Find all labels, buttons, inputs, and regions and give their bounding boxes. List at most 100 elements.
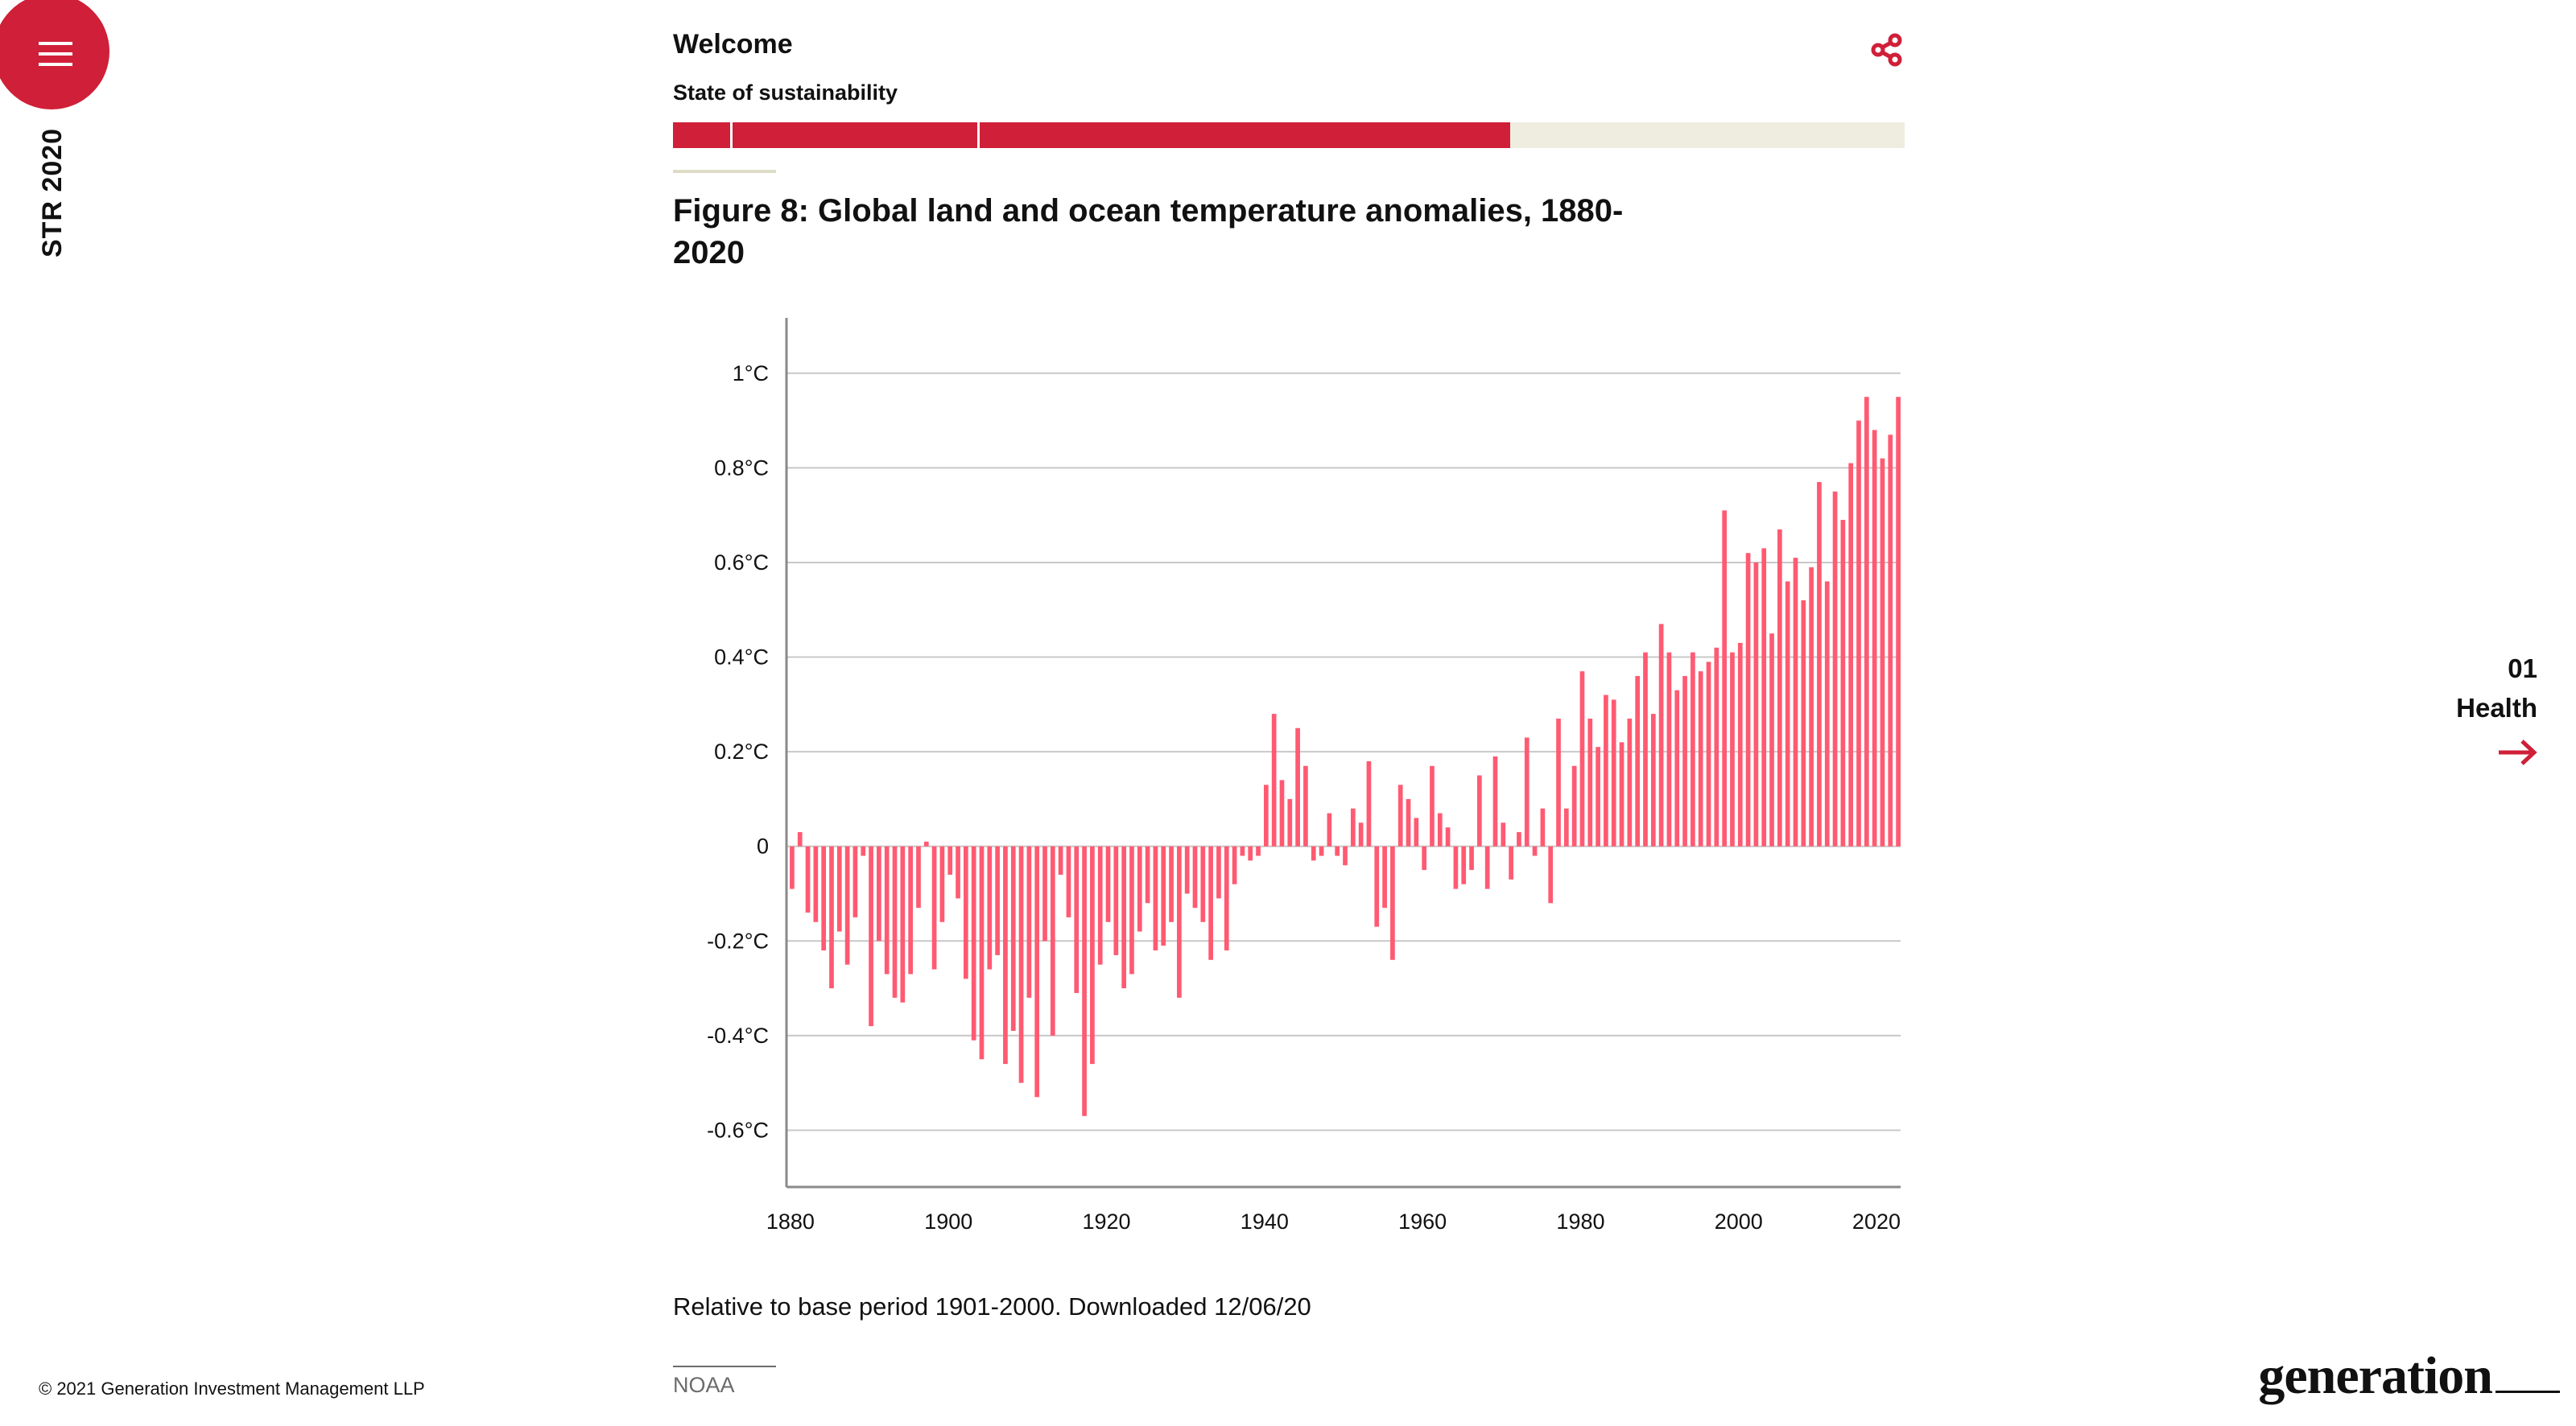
bar-1965 bbox=[1461, 846, 1467, 884]
bar-1911 bbox=[1034, 846, 1040, 1098]
bar-1953 bbox=[1366, 760, 1372, 847]
reading-progress-bar bbox=[673, 122, 1905, 148]
x-tick-label: 2000 bbox=[1715, 1210, 1763, 1234]
next-section-label: Health bbox=[2456, 693, 2537, 723]
bar-1989 bbox=[1650, 714, 1656, 847]
bar-1951 bbox=[1350, 808, 1356, 847]
bar-1907 bbox=[1003, 846, 1008, 1065]
logo-text: generation bbox=[2258, 1346, 2493, 1405]
bar-1898 bbox=[931, 846, 937, 970]
bar-1947 bbox=[1319, 846, 1324, 856]
bar-1984 bbox=[1611, 699, 1616, 847]
x-tick-label: 2020 bbox=[1852, 1210, 1901, 1234]
bar-1986 bbox=[1627, 718, 1633, 847]
generation-logo[interactable]: generation bbox=[2258, 1346, 2560, 1407]
chart-container: 1°C 0.8°C 0.6°C 0.4°C 0.2°C 0 -0.2°C -0.4°C -0.6… bbox=[673, 318, 1905, 1243]
bar-2013 bbox=[1840, 520, 1846, 847]
share-button[interactable] bbox=[1869, 32, 1905, 68]
bar-1943 bbox=[1287, 798, 1293, 847]
bar-2019 bbox=[1888, 435, 1893, 847]
bar-1961 bbox=[1430, 765, 1435, 847]
bar-1962 bbox=[1437, 813, 1443, 847]
bar-1960 bbox=[1422, 846, 1427, 871]
bar-1952 bbox=[1358, 822, 1364, 847]
figure-source: NOAA bbox=[673, 1373, 735, 1397]
bar-2002 bbox=[1753, 562, 1759, 847]
divider bbox=[673, 170, 776, 173]
bar-1996 bbox=[1706, 661, 1711, 847]
menu-button[interactable] bbox=[0, 0, 109, 109]
bar-1915 bbox=[1066, 846, 1071, 917]
bar-1885 bbox=[829, 846, 834, 989]
bar-1987 bbox=[1635, 676, 1641, 847]
bar-1931 bbox=[1192, 846, 1198, 909]
bar-1887 bbox=[844, 846, 850, 965]
bar-1880 bbox=[790, 846, 795, 889]
bar-1948 bbox=[1327, 813, 1332, 847]
x-tick-label: 1980 bbox=[1556, 1210, 1604, 1234]
section-title: Welcome bbox=[673, 29, 793, 60]
subsection-title: State of sustainability bbox=[673, 80, 898, 105]
bar-1970 bbox=[1501, 822, 1506, 847]
x-tick-label: 1920 bbox=[1082, 1210, 1130, 1234]
bar-1972 bbox=[1517, 832, 1521, 847]
y-tick-label: 0.4°C bbox=[714, 645, 769, 670]
bar-2014 bbox=[1848, 463, 1854, 847]
share-icon bbox=[1871, 33, 1902, 67]
y-tick-label: -0.4°C bbox=[707, 1024, 769, 1048]
bar-1904 bbox=[979, 846, 985, 1060]
bar-2004 bbox=[1769, 633, 1774, 847]
bar-1903 bbox=[971, 846, 976, 1041]
y-tick-label: -0.2°C bbox=[707, 929, 769, 953]
bar-1981 bbox=[1587, 718, 1593, 847]
bar-1964 bbox=[1453, 846, 1459, 889]
bar-1882 bbox=[805, 846, 811, 913]
bar-1920 bbox=[1105, 846, 1111, 922]
bar-1997 bbox=[1714, 647, 1719, 847]
bar-1942 bbox=[1279, 780, 1285, 847]
x-tick-label: 1880 bbox=[766, 1210, 815, 1234]
bar-1936 bbox=[1232, 846, 1237, 884]
bar-1971 bbox=[1509, 846, 1513, 880]
bar-1990 bbox=[1658, 624, 1664, 847]
progress-segment bbox=[732, 122, 980, 148]
bar-1988 bbox=[1643, 652, 1648, 847]
source-divider bbox=[673, 1366, 776, 1367]
bar-1909 bbox=[1018, 846, 1024, 1083]
report-title-vertical: STR 2020 bbox=[37, 127, 68, 258]
temperature-anomaly-chart: 1°C 0.8°C 0.6°C 0.4°C 0.2°C 0 -0.2°C -0.4°C -0.6… bbox=[707, 318, 1901, 1234]
bar-1927 bbox=[1161, 846, 1166, 946]
bar-1955 bbox=[1382, 846, 1387, 909]
bar-1937 bbox=[1240, 846, 1245, 856]
bar-1908 bbox=[1010, 846, 1016, 1031]
bar-1939 bbox=[1256, 846, 1261, 856]
bar-1895 bbox=[908, 846, 913, 975]
bar-1999 bbox=[1730, 652, 1735, 847]
copyright: © 2021 Generation Investment Management … bbox=[39, 1379, 425, 1399]
bar-1896 bbox=[916, 846, 921, 909]
bar-1979 bbox=[1571, 765, 1577, 847]
bar-1938 bbox=[1248, 846, 1253, 861]
bar-1977 bbox=[1556, 718, 1561, 847]
bar-1924 bbox=[1137, 846, 1142, 932]
bar-1933 bbox=[1208, 846, 1213, 960]
bar-1910 bbox=[1026, 846, 1032, 998]
bar-1912 bbox=[1042, 846, 1047, 942]
bar-1973 bbox=[1524, 737, 1530, 847]
bar-2016 bbox=[1864, 397, 1869, 847]
bar-1998 bbox=[1722, 510, 1727, 847]
bar-1992 bbox=[1674, 690, 1680, 847]
x-tick-label: 1900 bbox=[924, 1210, 972, 1234]
bar-1888 bbox=[852, 846, 858, 917]
bar-1975 bbox=[1540, 808, 1546, 847]
bar-1928 bbox=[1169, 846, 1174, 922]
bar-1929 bbox=[1177, 846, 1182, 998]
bar-2001 bbox=[1745, 553, 1751, 847]
bar-1922 bbox=[1121, 846, 1127, 989]
bar-1900 bbox=[947, 846, 953, 875]
bar-1985 bbox=[1619, 742, 1624, 847]
bar-1940 bbox=[1263, 785, 1269, 847]
next-section-link[interactable]: 01 Health bbox=[2456, 649, 2537, 770]
bar-1969 bbox=[1492, 756, 1498, 847]
y-tick-label: 0.2°C bbox=[714, 740, 769, 764]
